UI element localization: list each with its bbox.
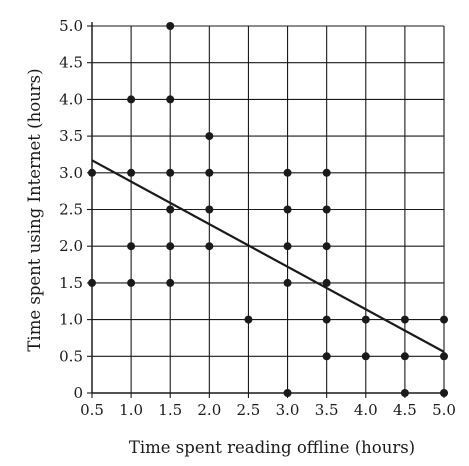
data-point [127,168,136,177]
data-point [400,315,409,324]
data-point [322,352,331,361]
x-tick-label: 3.0 [276,401,300,419]
x-tick-label: 2.0 [197,401,221,419]
data-point [205,132,214,141]
data-point [244,315,253,324]
data-point [166,22,175,30]
data-point [166,205,175,214]
data-point [400,389,409,397]
data-point [322,242,331,251]
x-tick-label: 1.0 [119,401,143,419]
y-tick-label: 3.0 [59,164,83,182]
data-point [283,278,292,287]
data-point [283,242,292,251]
data-point [322,205,331,214]
data-points [88,22,448,397]
data-point [127,95,136,104]
data-point [322,278,331,287]
x-tick-label: 2.5 [237,401,261,419]
data-point [400,352,409,361]
x-tick-label: 4.0 [354,401,378,419]
y-tick-label: 0.5 [59,347,83,365]
data-point [205,242,214,251]
y-tick-label: 4.5 [59,54,83,72]
x-tick-label: 4.5 [393,401,417,419]
data-point [166,168,175,177]
x-tick-label: 5.0 [432,401,456,419]
data-point [166,95,175,104]
y-tick-label: 1.5 [59,274,83,292]
y-axis-title: Time spent using Internet (hours) [25,68,44,351]
data-point [322,168,331,177]
x-tick-label: 0.5 [80,401,104,419]
data-point [88,168,96,177]
y-tick-label: 2.5 [59,201,83,219]
data-point [205,205,214,214]
data-point [166,278,175,287]
data-point [440,389,448,397]
x-tick-label: 3.5 [315,401,339,419]
trend-line-layer [91,159,445,353]
y-tick-label: 4.0 [59,90,83,108]
data-point [283,205,292,214]
data-point [361,315,370,324]
x-axis-title: Time spent reading offline (hours) [129,438,415,457]
data-point [322,315,331,324]
data-point [283,168,292,177]
data-point [283,389,292,397]
y-tick-label: 3.5 [59,127,83,145]
data-point [205,168,214,177]
tick-labels: 0.5 1.0 1.5 2.0 2.5 3.0 3.5 4.0 4.5 5.000.51.01.5… [59,17,456,419]
data-point [361,352,370,361]
y-tick-label: 5.0 [59,17,83,35]
grid [91,25,445,394]
data-point [127,278,136,287]
data-point [88,278,96,287]
data-point [440,315,448,324]
trend-line [91,159,445,353]
y-tick-label: 0 [73,384,83,402]
data-point [166,242,175,251]
y-tick-label: 1.0 [59,311,83,329]
y-tick-label: 2.0 [59,237,83,255]
data-point [127,242,136,251]
x-tick-label: 1.5 [158,401,182,419]
data-point [440,352,448,361]
